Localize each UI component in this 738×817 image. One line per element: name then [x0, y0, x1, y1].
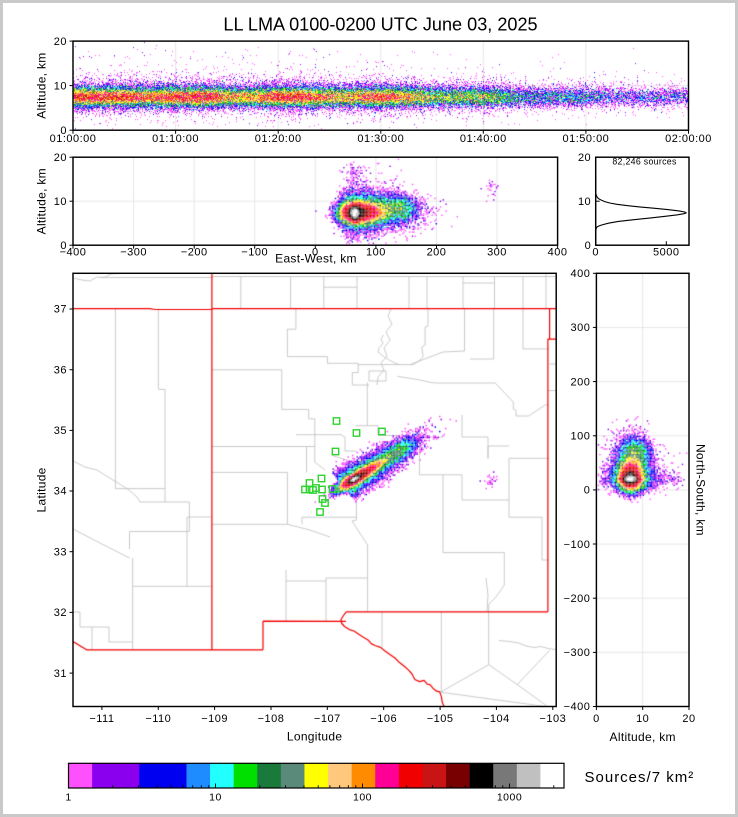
svg-text:01:20:00: 01:20:00 — [255, 133, 302, 145]
svg-text:82,246 sources: 82,246 sources — [612, 157, 677, 167]
svg-text:−110: −110 — [145, 713, 171, 725]
svg-text:300: 300 — [487, 247, 507, 259]
svg-text:10: 10 — [636, 713, 649, 725]
svg-text:200: 200 — [571, 376, 591, 388]
svg-text:33: 33 — [54, 546, 67, 558]
svg-text:35: 35 — [54, 425, 67, 437]
svg-text:Latitude: Latitude — [35, 467, 49, 512]
svg-text:0: 0 — [312, 247, 319, 259]
svg-text:LL LMA 0100-0200 UTC June 03,: LL LMA 0100-0200 UTC June 03, 2025 — [223, 15, 537, 35]
svg-text:−111: −111 — [89, 713, 114, 725]
svg-text:10: 10 — [54, 196, 67, 208]
svg-text:10: 10 — [54, 80, 67, 92]
svg-text:01:00:00: 01:00:00 — [50, 133, 97, 145]
svg-text:1: 1 — [65, 791, 71, 803]
svg-text:1000: 1000 — [497, 791, 522, 803]
svg-text:Altitude, km: Altitude, km — [35, 168, 49, 234]
svg-text:100: 100 — [571, 430, 591, 442]
svg-text:−106: −106 — [370, 713, 397, 725]
svg-text:0: 0 — [592, 247, 599, 259]
svg-text:20: 20 — [54, 152, 67, 164]
svg-text:−300: −300 — [564, 647, 591, 659]
svg-text:20: 20 — [682, 713, 695, 725]
svg-text:20: 20 — [578, 152, 591, 164]
svg-text:−109: −109 — [201, 713, 228, 725]
svg-text:−103: −103 — [539, 713, 566, 725]
svg-text:−400: −400 — [564, 701, 591, 713]
svg-text:−104: −104 — [483, 713, 510, 725]
svg-text:400: 400 — [548, 247, 568, 259]
svg-text:100: 100 — [353, 791, 372, 803]
svg-text:20: 20 — [54, 36, 67, 48]
svg-text:−100: −100 — [564, 539, 591, 551]
svg-text:North-South, km: North-South, km — [694, 444, 708, 536]
svg-text:Longitude: Longitude — [287, 730, 342, 744]
svg-text:100: 100 — [366, 247, 386, 259]
svg-text:36: 36 — [54, 364, 67, 376]
svg-text:0: 0 — [584, 485, 591, 497]
svg-text:37: 37 — [54, 304, 67, 316]
svg-text:01:40:00: 01:40:00 — [460, 133, 507, 145]
svg-text:10: 10 — [209, 791, 222, 803]
svg-text:−100: −100 — [241, 247, 268, 259]
svg-text:0: 0 — [585, 240, 592, 252]
svg-text:32: 32 — [54, 607, 67, 619]
svg-text:01:30:00: 01:30:00 — [357, 133, 404, 145]
svg-text:−300: −300 — [120, 247, 147, 259]
svg-text:10: 10 — [578, 196, 591, 208]
svg-text:01:10:00: 01:10:00 — [152, 133, 199, 145]
svg-text:01:50:00: 01:50:00 — [562, 133, 609, 145]
svg-text:5000: 5000 — [653, 247, 679, 259]
svg-text:0: 0 — [60, 125, 67, 137]
svg-text:−108: −108 — [258, 713, 285, 725]
svg-text:−107: −107 — [314, 713, 341, 725]
svg-text:0: 0 — [60, 240, 67, 252]
svg-text:0: 0 — [593, 713, 600, 725]
svg-text:East-West, km: East-West, km — [275, 251, 357, 265]
svg-text:−200: −200 — [564, 593, 591, 605]
svg-text:200: 200 — [427, 247, 447, 259]
svg-text:400: 400 — [571, 268, 591, 280]
svg-text:34: 34 — [54, 486, 67, 498]
svg-text:−400: −400 — [60, 247, 87, 259]
svg-text:300: 300 — [571, 322, 591, 334]
svg-text:31: 31 — [54, 668, 67, 680]
svg-text:−105: −105 — [427, 713, 454, 725]
svg-text:Sources/7 km²: Sources/7 km² — [585, 769, 695, 786]
svg-text:Altitude, km: Altitude, km — [35, 52, 49, 118]
svg-text:−200: −200 — [181, 247, 208, 259]
svg-text:Altitude, km: Altitude, km — [610, 730, 676, 744]
svg-text:02:00:00: 02:00:00 — [665, 133, 712, 145]
